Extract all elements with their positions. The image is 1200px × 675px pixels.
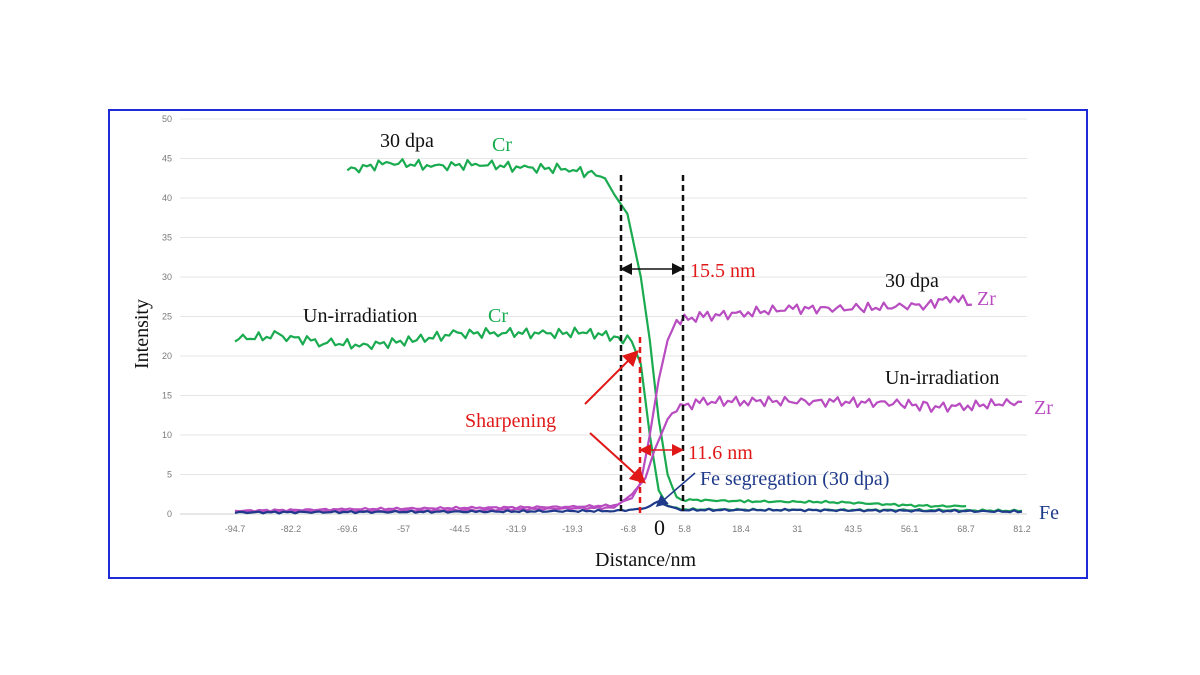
label-30dpa-cr: 30 dpa [380, 130, 434, 152]
chart-frame: 0 5 10 15 20 25 30 35 40 45 50 -94.7 -82.2 -69.6 -57-… [108, 109, 1088, 579]
x-tick-label: -31.9 [506, 524, 527, 534]
x-tick-label: 31 [792, 524, 802, 534]
x-tick-label: -57 [397, 524, 410, 534]
y-tick-label: 45 [162, 154, 172, 164]
label-fe-segregation: Fe segregation (30 dpa) [700, 468, 889, 490]
label-zr-bottom: Zr [1034, 397, 1053, 419]
series-lines [234, 158, 1023, 515]
y-tick-label: 10 [162, 430, 172, 440]
label-width-116: 11.6 nm [688, 442, 753, 464]
label-30dpa-zr: 30 dpa [885, 270, 939, 292]
x-tick-label: 43.5 [845, 524, 863, 534]
y-tick-label: 5 [167, 470, 172, 480]
x-tick-label: -6.8 [621, 524, 637, 534]
y-tick-label: 15 [162, 391, 172, 401]
label-width-155: 15.5 nm [690, 260, 756, 282]
series-line-30-dpa-cr [346, 158, 967, 508]
label-cr-top: Cr [492, 134, 512, 156]
origin-label: 0 [654, 515, 665, 540]
x-tick-label: -19.3 [562, 524, 583, 534]
x-tick-label: -94.7 [225, 524, 246, 534]
y-tick-label: 0 [167, 509, 172, 519]
sharpening-arrow-lower [589, 432, 646, 484]
gridlines [180, 118, 1027, 515]
x-tick-label: 5.8 [678, 524, 691, 534]
x-axis-title: Distance/nm [595, 549, 697, 571]
label-fe: Fe [1039, 502, 1059, 524]
series-line-un-irradiation-cr [234, 326, 1023, 513]
x-tick-label: -69.6 [337, 524, 358, 534]
series-line-fe [234, 500, 1023, 515]
x-tick-labels: -94.7 -82.2 -69.6 -57 -44.5 -31.9 -19.3 -6.8 5.8… [225, 524, 1031, 534]
label-sharpening: Sharpening [465, 410, 556, 432]
series-line-30-dpa-zr [234, 294, 972, 513]
x-tick-label: 81.2 [1013, 524, 1031, 534]
label-unirr-zr: Un-irradiation [885, 367, 999, 389]
label-cr-mid: Cr [488, 305, 508, 327]
x-tick-label: 68.7 [957, 524, 975, 534]
y-tick-label: 25 [162, 312, 172, 322]
label-unirr-cr: Un-irradiation [303, 305, 417, 327]
x-tick-label: 18.4 [732, 524, 750, 534]
fe-segregation-arrow [655, 472, 696, 507]
y-tick-labels: 0 5 10 15 20 25 30 35 40 45 50 [162, 114, 172, 519]
x-tick-label: 56.1 [901, 524, 919, 534]
y-axis-title: Intensity [131, 299, 153, 369]
series-line-un-irradiation-zr [235, 395, 1023, 514]
y-tick-label: 35 [162, 233, 172, 243]
y-tick-label: 30 [162, 272, 172, 282]
label-zr-top: Zr [977, 288, 996, 310]
y-tick-label: 50 [162, 114, 172, 124]
x-tick-label: -44.5 [449, 524, 470, 534]
sharpening-arrow-upper [584, 350, 639, 405]
x-tick-label: -82.2 [281, 524, 302, 534]
y-tick-label: 20 [162, 351, 172, 361]
y-tick-label: 40 [162, 193, 172, 203]
